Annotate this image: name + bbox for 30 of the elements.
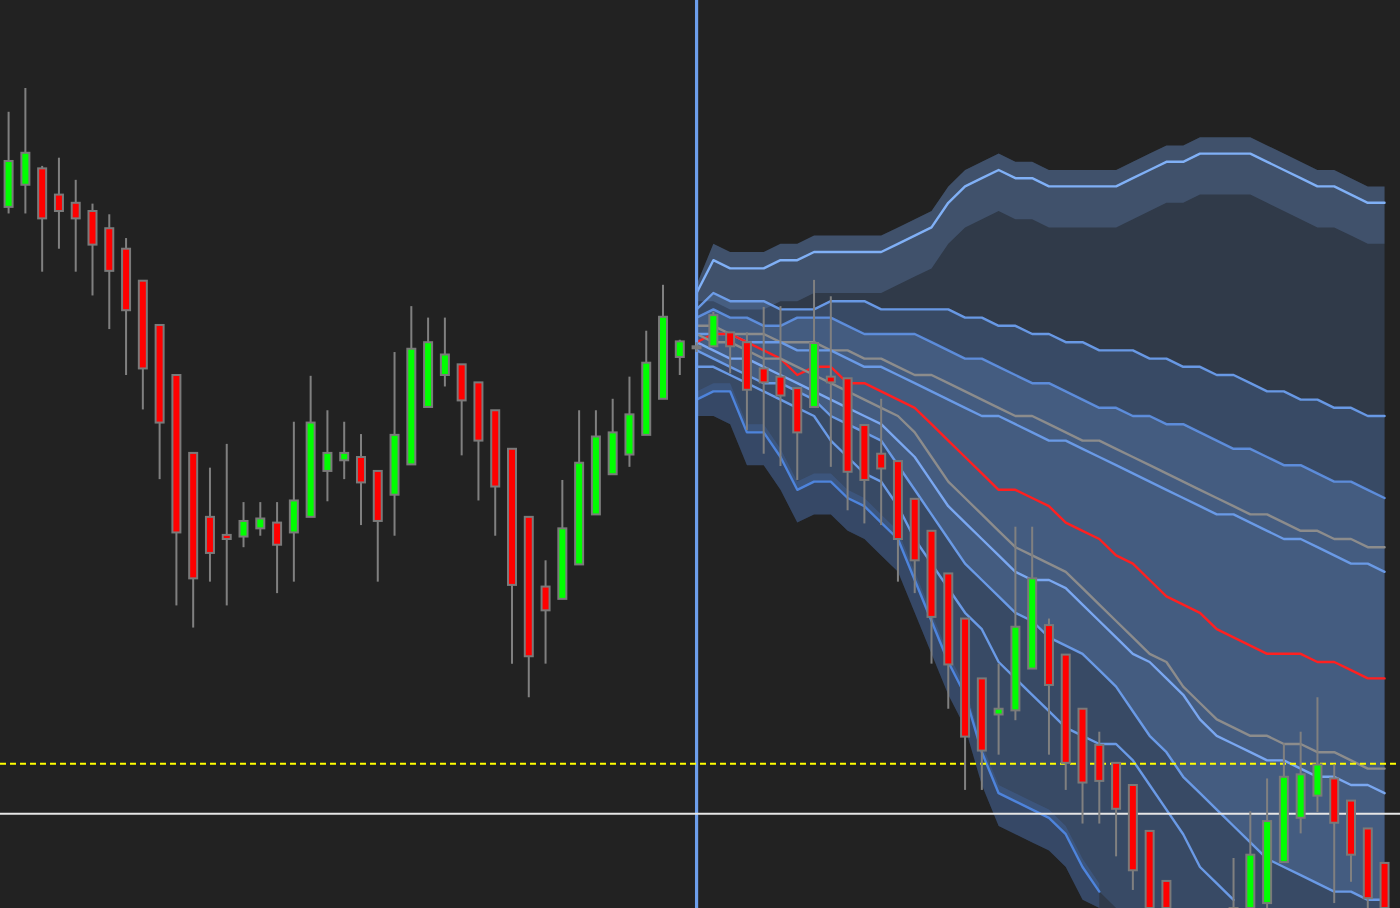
candlestick: [792, 387, 803, 481]
candlestick: [339, 420, 350, 481]
candlestick: [104, 213, 115, 331]
candlestick: [540, 559, 551, 665]
candlestick: [3, 110, 14, 215]
candlestick: [322, 409, 333, 503]
candlestick: [204, 466, 215, 583]
candlestick: [624, 375, 635, 468]
candlestick: [288, 420, 299, 583]
candlestick: [439, 316, 450, 388]
candlestick: [1329, 763, 1340, 905]
candlestick: [876, 397, 887, 527]
candlestick: [456, 363, 467, 457]
candlestick: [53, 156, 64, 250]
candlestick: [1228, 856, 1239, 908]
candlestick: [20, 87, 31, 215]
candlestick: [674, 338, 685, 376]
candlestick: [355, 433, 366, 527]
candlestick: [221, 442, 232, 607]
candlestick: [272, 501, 283, 595]
candlestick: [70, 178, 81, 273]
candlestick: [238, 501, 249, 549]
candlestick: [1161, 879, 1172, 908]
candlestick: [87, 202, 98, 297]
candlestick: [607, 397, 618, 476]
candlestick: [1379, 861, 1390, 908]
candlestick: [1094, 730, 1105, 825]
candlestick: [1111, 761, 1122, 858]
candlestick: [993, 662, 1004, 756]
candlestick: [255, 501, 266, 537]
